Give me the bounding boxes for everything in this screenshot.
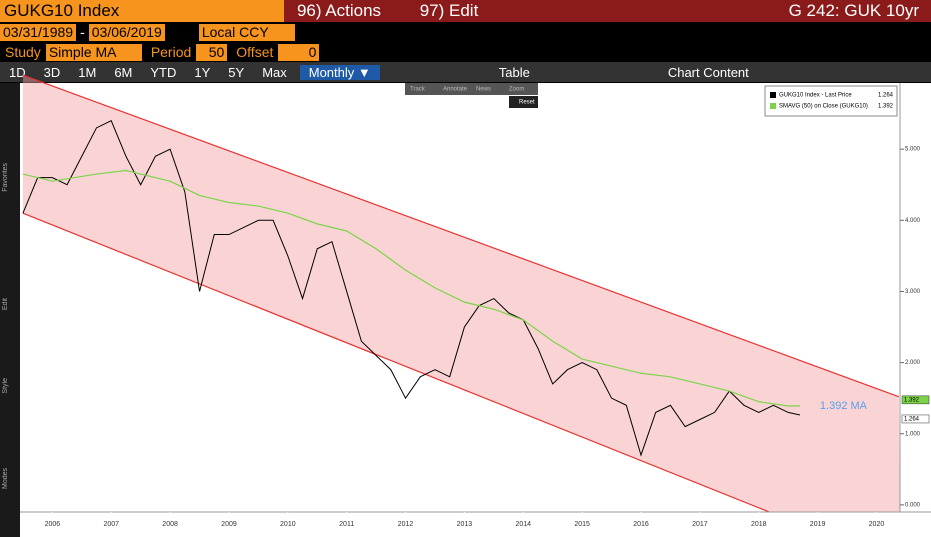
popup-tool: Annotate	[443, 87, 468, 93]
period-button[interactable]: 6M	[114, 64, 133, 80]
end-date[interactable]: 03/06/2019	[88, 23, 165, 41]
reset-button: Reset	[519, 100, 535, 106]
popup-box	[405, 83, 538, 95]
sidebar-label: Edit	[2, 298, 9, 311]
range-bar: 03/31/1989 - 03/06/2019 Local CCY	[0, 22, 931, 42]
legend-swatch	[770, 92, 776, 98]
last-value-label: 1.392	[904, 397, 920, 403]
tool-popup: Track Annotate News Zoom Reset	[405, 83, 538, 108]
legend-entry: GUKG10 Index - Last Price	[779, 93, 852, 99]
legend-swatch	[770, 103, 776, 109]
y-tick-label: 0.000	[905, 502, 921, 508]
popup-tool: Track	[410, 87, 426, 93]
period-button[interactable]: 1M	[78, 64, 97, 80]
x-tick-label: 2013	[457, 521, 473, 528]
plot-area	[20, 83, 931, 537]
x-tick-label: 2015	[574, 521, 590, 528]
x-tick-label: 2017	[692, 521, 708, 528]
x-tick-label: 2011	[339, 521, 354, 528]
sidebar-label: Style	[2, 378, 9, 394]
period-button[interactable]: 5Y	[228, 64, 245, 80]
start-date[interactable]: 03/31/1989	[0, 23, 77, 41]
period-button[interactable]: 3D	[43, 64, 61, 80]
period-value[interactable]: 50	[196, 43, 228, 61]
x-tick-label: 2019	[810, 521, 826, 528]
y-tick-label: 4.000	[905, 218, 921, 224]
page-title: G 242: GUK 10yr	[788, 1, 919, 20]
sidebar-label: Favorites	[2, 163, 9, 192]
y-tick-label: 1.000	[905, 431, 921, 437]
x-tick-label: 2010	[280, 521, 296, 528]
popup-tool: News	[476, 87, 491, 93]
x-tick-label: 2020	[869, 521, 885, 528]
ma-annotation: 1.392 MA	[820, 400, 868, 412]
popup-tool: Zoom	[509, 87, 524, 93]
offset-label: Offset	[236, 44, 274, 60]
chart-content-button[interactable]: Chart Content	[667, 64, 749, 80]
y-tick-label: 5.000	[905, 147, 921, 153]
y-tick-label: 3.000	[905, 289, 921, 295]
study-value[interactable]: Simple MA	[45, 43, 142, 61]
period-button[interactable]: Max	[262, 64, 287, 80]
study-label: Study	[5, 44, 41, 60]
period-button[interactable]: 1D	[9, 64, 26, 80]
x-tick-label: 2018	[751, 521, 767, 528]
x-tick-label: 2006	[45, 521, 61, 528]
series-line	[22, 169, 800, 407]
x-tick-label: 2014	[515, 521, 531, 528]
period-label: Period	[150, 44, 192, 60]
currency[interactable]: Local CCY	[198, 23, 295, 41]
legend-value: 1.264	[878, 93, 894, 99]
period-button[interactable]: 1Y	[194, 64, 211, 80]
y-tick-label: 2.000	[905, 360, 921, 366]
separator: -	[80, 24, 85, 40]
sidebar-label: Modes	[2, 468, 9, 490]
x-tick-label: 2012	[398, 521, 414, 528]
x-tick-label: 2016	[633, 521, 649, 528]
table-button[interactable]: Table	[498, 64, 530, 80]
toolbar: 1D 3D 1M 6M YTD 1Y 5Y Max Monthly ▼ Table Chart Co…	[0, 62, 931, 82]
frequency-button[interactable]: Monthly ▼	[299, 64, 380, 80]
axis-strip	[900, 83, 931, 512]
last-value-tag	[901, 395, 930, 405]
legend: GUKG10 Index - Last Price 1.264 SMAVG (50)…	[764, 85, 898, 117]
last-value-tag	[901, 414, 930, 424]
actions-menu[interactable]: 96) Actions	[296, 1, 382, 20]
security[interactable]: GUKG10 Index	[0, 0, 284, 22]
study-bar: Study Simple MA Period 50 Offset 0	[0, 42, 931, 62]
legend-entry: SMAVG (50) on Close (GUKG10)	[779, 104, 868, 110]
legend-box	[764, 85, 898, 117]
sidebar: Favorites Edit Style Modes	[0, 83, 20, 537]
last-value-label: 1.264	[904, 417, 920, 423]
x-axis-strip	[20, 512, 931, 537]
x-tick-label: 2008	[162, 521, 178, 528]
edit-menu[interactable]: 97) Edit	[419, 1, 479, 20]
reset-box	[509, 96, 538, 108]
title-bar: GUKG10 Index 96) Actions 97) Edit G 242:…	[0, 0, 931, 22]
offset-value[interactable]: 0	[278, 43, 320, 61]
channel-lower	[22, 212, 770, 513]
x-tick-label: 2007	[103, 521, 119, 528]
trend-channel	[22, 75, 901, 512]
series-line	[22, 120, 801, 457]
period-button[interactable]: YTD	[150, 64, 177, 80]
channel-upper	[22, 74, 900, 398]
legend-value: 1.392	[878, 104, 894, 110]
x-tick-label: 2009	[221, 521, 237, 528]
